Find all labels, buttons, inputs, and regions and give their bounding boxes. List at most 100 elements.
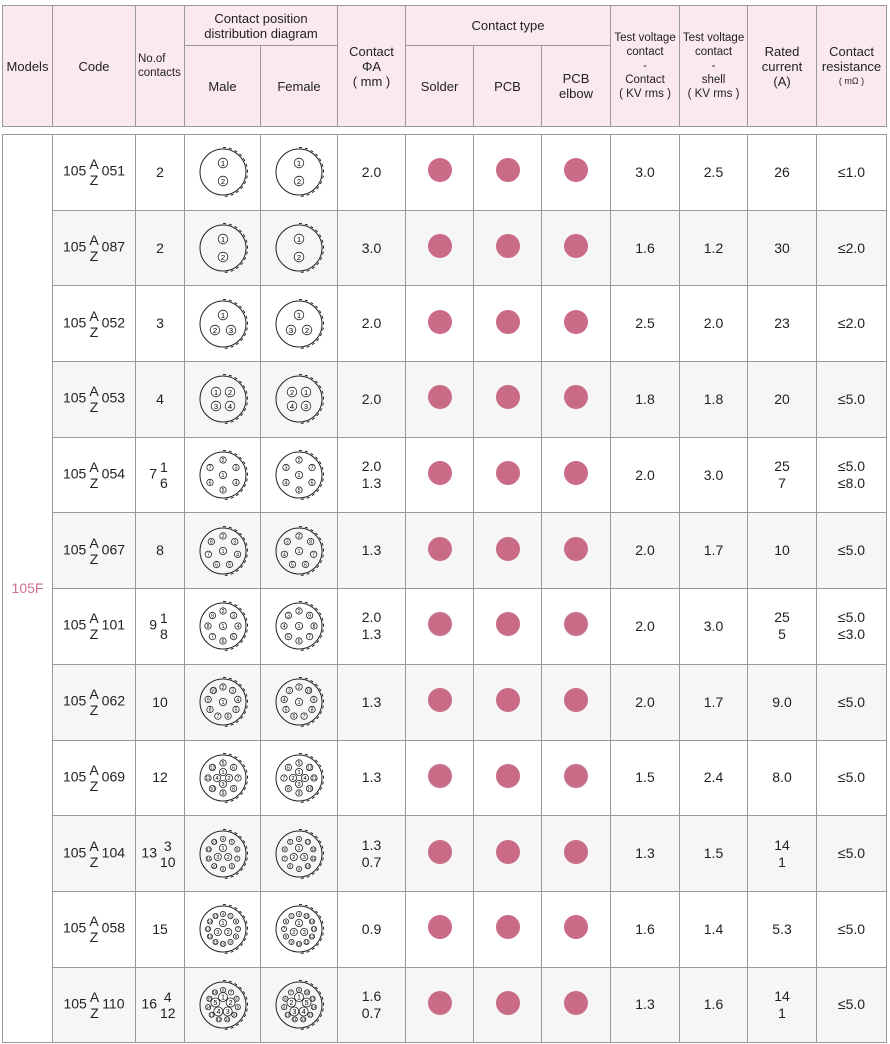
- svg-text:4: 4: [290, 402, 295, 411]
- resistance-cell: ≤2.0: [816, 209, 887, 287]
- pcb-elbow-cell: [541, 436, 611, 514]
- svg-text:9: 9: [312, 697, 315, 703]
- table-row: 105 A Z 062 10 1 2 3 4 5 6 7 8 9 10 1 2 3 4 5 6 7 8 9 10 1.3 2.0 1.…: [3, 663, 887, 741]
- phi-cell: 3.0: [337, 209, 406, 287]
- svg-text:8: 8: [287, 786, 290, 792]
- pcb-elbow-cell: [541, 361, 611, 438]
- pin: [219, 835, 226, 842]
- svg-text:3: 3: [286, 539, 289, 545]
- available-dot-icon: [495, 990, 520, 1015]
- svg-text:5: 5: [287, 635, 290, 641]
- pin: [204, 1004, 211, 1011]
- rated-cell: 14 1: [747, 966, 817, 1044]
- svg-text:9: 9: [283, 1005, 286, 1010]
- pin: [229, 633, 237, 641]
- svg-text:9: 9: [221, 791, 224, 797]
- available-dot-icon: [495, 385, 520, 410]
- solder-cell: [405, 739, 474, 817]
- rated-cell: 23: [747, 285, 817, 363]
- contacts-cell: 12: [135, 739, 185, 817]
- svg-text:15: 15: [207, 996, 212, 1001]
- svg-text:5: 5: [298, 761, 301, 767]
- svg-text:13: 13: [305, 839, 310, 844]
- svg-text:8: 8: [289, 863, 292, 868]
- pin: [295, 532, 303, 540]
- svg-text:10: 10: [307, 786, 313, 792]
- pin: [306, 612, 314, 620]
- pin: [210, 401, 221, 412]
- svg-text:4: 4: [227, 402, 232, 411]
- pin: [286, 401, 298, 412]
- pin: [206, 918, 213, 925]
- svg-text:12: 12: [307, 765, 313, 771]
- pin: [280, 695, 288, 704]
- svg-text:4: 4: [236, 697, 239, 703]
- pin: [210, 862, 217, 869]
- pin: [293, 233, 305, 245]
- pin: [208, 763, 216, 771]
- header-tv-contact: Test voltage contact - Contact( KV rms ): [610, 5, 681, 127]
- svg-text:2: 2: [298, 458, 301, 464]
- pin: [204, 550, 212, 558]
- pin: [224, 773, 233, 782]
- pin: [295, 486, 303, 494]
- tv-contact-cell: 2.0: [610, 663, 680, 741]
- pin: [223, 1016, 230, 1023]
- pin: [234, 1004, 241, 1011]
- svg-text:8: 8: [235, 996, 238, 1001]
- code-cell: 105 A Z 067: [52, 512, 136, 590]
- svg-text:8: 8: [230, 863, 233, 868]
- pin: [233, 995, 240, 1002]
- svg-text:3: 3: [297, 782, 300, 788]
- pin: [219, 911, 226, 918]
- pin: [282, 933, 289, 940]
- tv-contact-cell: 3.0: [610, 134, 680, 211]
- available-dot-icon: [427, 461, 452, 486]
- pin: [282, 706, 290, 714]
- svg-text:5: 5: [291, 562, 294, 568]
- pin: [283, 537, 291, 545]
- header-phi: Contact ΦA( mm ): [337, 5, 406, 127]
- contacts-cell: 16 4 12: [135, 966, 185, 1044]
- tv-contact-cell: 2.0: [610, 512, 680, 590]
- pin: [284, 784, 292, 793]
- tv-shell-cell: 2.0: [679, 285, 748, 363]
- solder-cell: [405, 663, 474, 741]
- table-row: 105 A Z 069 12 1 2 3 4 5 6 7 8 9 10 11 12 1 2 3 4 5 6 7 8 9 10 11 12…: [3, 739, 887, 817]
- code-cell: 105 A Z 053: [52, 361, 136, 438]
- svg-text:15: 15: [213, 914, 218, 919]
- rated-cell: 25 7: [747, 436, 817, 514]
- svg-text:2: 2: [221, 458, 224, 464]
- svg-text:14: 14: [207, 919, 212, 924]
- pin: [228, 687, 236, 695]
- phi-cell: 2.0 1.3: [337, 588, 406, 665]
- available-dot-icon: [495, 915, 520, 940]
- svg-text:2: 2: [291, 776, 294, 782]
- svg-text:8: 8: [309, 539, 312, 545]
- svg-text:6: 6: [284, 846, 287, 851]
- resistance-cell: ≤5.0: [816, 739, 887, 817]
- svg-text:6: 6: [304, 562, 307, 568]
- pin: [218, 607, 227, 616]
- pin: [230, 537, 238, 545]
- solder-cell: [405, 815, 474, 892]
- pin: [231, 463, 240, 472]
- svg-text:2: 2: [227, 388, 231, 397]
- svg-text:8: 8: [234, 934, 237, 939]
- tv-shell-cell: 1.2: [679, 209, 748, 287]
- pin: [280, 774, 288, 782]
- svg-text:12: 12: [206, 846, 211, 851]
- pin: [205, 845, 212, 852]
- pin: [225, 560, 233, 568]
- pcb-elbow-cell: [541, 134, 611, 211]
- pin: [306, 784, 314, 793]
- table-row: 105 A Z 052 3 1 2 3 1 2 3 2.0 2.5 2.0 23 ≤2.0: [3, 285, 887, 363]
- tv-contact-cell: 2.0: [610, 436, 680, 514]
- pin: [306, 633, 314, 641]
- svg-text:9: 9: [229, 940, 232, 945]
- tv-contact-cell: 2.0: [610, 588, 680, 665]
- svg-text:5: 5: [229, 914, 232, 919]
